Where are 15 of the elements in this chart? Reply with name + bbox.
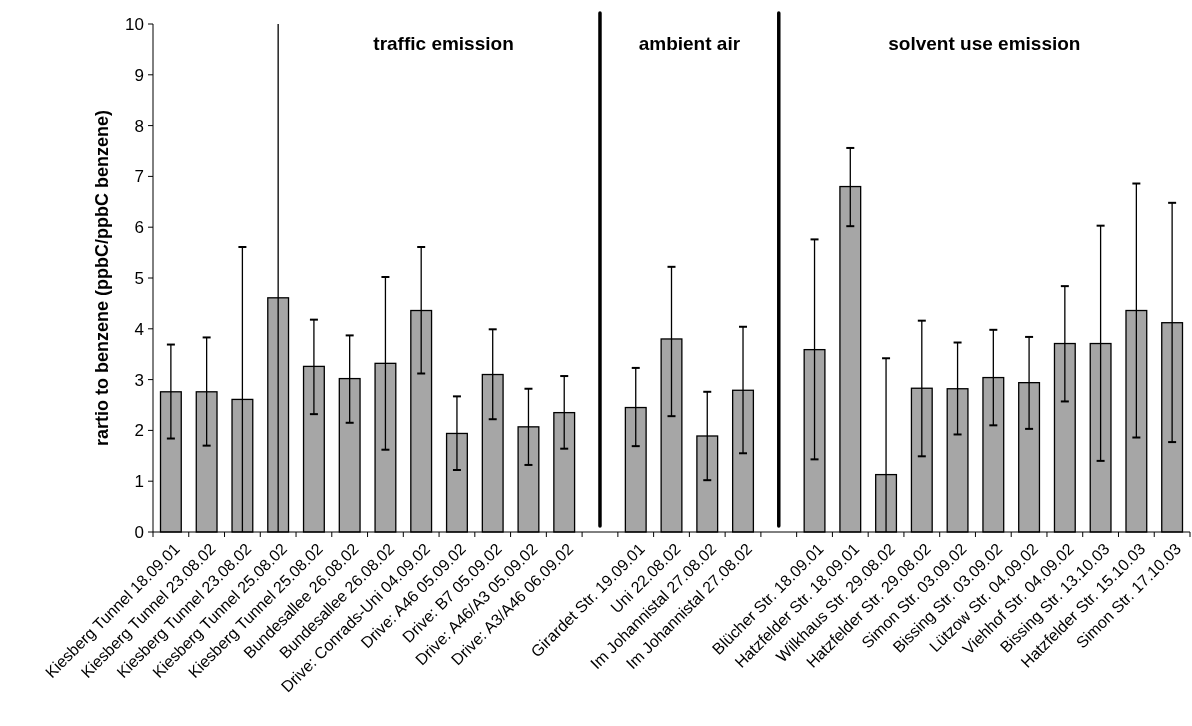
annotation: solvent use emission [888,33,1081,54]
y-tick-label: 3 [134,370,144,390]
y-tick-label: 4 [134,319,144,339]
annotation: traffic emission [373,33,514,54]
y-tick-label: 2 [134,421,144,441]
y-tick-label: 10 [125,14,144,34]
y-tick-label: 9 [134,65,144,85]
y-tick-label: 1 [134,472,144,492]
y-axis-title: rartio to benzene (ppbC/ppbC benzene) [92,110,112,446]
y-tick-label: 7 [134,167,144,187]
y-tick-label: 6 [134,218,144,238]
y-tick-label: 8 [134,116,144,136]
y-tick-label: 0 [134,522,144,542]
y-tick-label: 5 [134,268,144,288]
annotation: ambient air [638,33,741,54]
